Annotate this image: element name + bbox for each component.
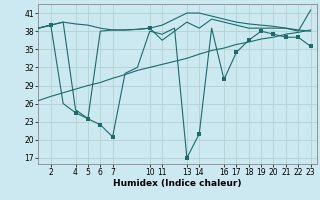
X-axis label: Humidex (Indice chaleur): Humidex (Indice chaleur): [113, 179, 242, 188]
